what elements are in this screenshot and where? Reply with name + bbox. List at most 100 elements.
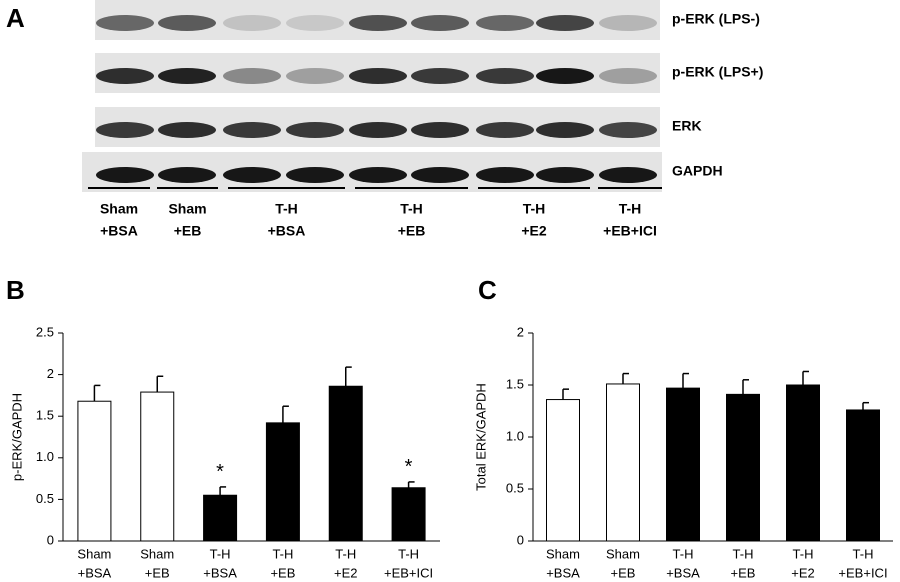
x-tick-label: T-H: [335, 546, 356, 561]
western-blot: p-ERK (LPS-) p-ERK (LPS+) ERK GAPDH Sham +BSA…: [82, 0, 763, 239]
blot-band: [223, 122, 281, 138]
blot-band: [96, 122, 154, 138]
blot-band: [411, 15, 469, 31]
bar: [77, 400, 112, 542]
x-tick-label: +EB: [270, 565, 295, 580]
y-tick-label: 2: [517, 324, 524, 339]
panel-label: A: [6, 3, 25, 33]
x-tick-label: +EB: [611, 565, 636, 580]
y-axis-label: p-ERK/GAPDH: [9, 393, 24, 481]
blot-band: [223, 167, 281, 183]
y-tick-label: 1.5: [36, 408, 54, 423]
blot-band: [223, 15, 281, 31]
x-tick-label: +BSA: [78, 565, 112, 580]
y-tick-label: 1.0: [506, 428, 524, 443]
blot-band: [96, 167, 154, 183]
blot-band: [286, 68, 344, 84]
group-label: +EB+ICI: [603, 223, 657, 239]
blot-band: [476, 68, 534, 84]
group-label: T-H: [400, 201, 423, 217]
x-tick-label: +BSA: [546, 565, 580, 580]
bar: [606, 383, 640, 542]
x-tick-label: +EB: [731, 565, 756, 580]
blot-band: [476, 167, 534, 183]
blot-band: [536, 122, 594, 138]
blot-band: [599, 68, 657, 84]
blot-band: [349, 15, 407, 31]
x-tick-label: T-H: [210, 546, 231, 561]
x-tick-label: T-H: [673, 546, 694, 561]
bar: [203, 494, 238, 542]
significance-mark: *: [216, 461, 224, 483]
row-label: p-ERK (LPS-): [672, 11, 760, 27]
group-label: T-H: [523, 201, 546, 217]
bar: [140, 391, 175, 542]
group-label: T-H: [275, 201, 298, 217]
blot-band: [599, 15, 657, 31]
x-tick-label: +EB+ICI: [838, 565, 887, 580]
blot-band: [411, 68, 469, 84]
y-tick-label: 0: [517, 532, 524, 547]
blot-band: [599, 122, 657, 138]
bar: [546, 399, 580, 542]
x-tick-label: T-H: [733, 546, 754, 561]
blot-band: [536, 68, 594, 84]
y-tick-label: 2.5: [36, 324, 54, 339]
blot-band: [286, 122, 344, 138]
blot-band: [411, 122, 469, 138]
blot-band: [158, 68, 216, 84]
x-tick-label: T-H: [793, 546, 814, 561]
y-tick-label: 0.5: [36, 491, 54, 506]
bar: [666, 387, 700, 542]
blot-band: [349, 167, 407, 183]
row-label: GAPDH: [672, 163, 723, 179]
panel-label: B: [6, 275, 25, 305]
blot-band: [286, 15, 344, 31]
bar: [265, 422, 300, 542]
blot-band: [536, 167, 594, 183]
x-tick-label: +EB+ICI: [384, 565, 433, 580]
blot-band: [476, 122, 534, 138]
panel-label: C: [478, 275, 497, 305]
group-label: T-H: [619, 201, 642, 217]
group-label: +EB: [398, 223, 426, 239]
group-label: +EB: [174, 223, 202, 239]
group-label: +BSA: [268, 223, 306, 239]
x-tick-label: +BSA: [203, 565, 237, 580]
x-tick-label: Sham: [140, 546, 174, 561]
significance-mark: *: [405, 456, 413, 478]
blot-band: [599, 167, 657, 183]
x-tick-label: Sham: [77, 546, 111, 561]
bar: [726, 393, 760, 542]
blot-band: [286, 167, 344, 183]
blot-band: [96, 15, 154, 31]
y-tick-label: 0: [47, 532, 54, 547]
blot-band: [223, 68, 281, 84]
bar: [846, 409, 880, 542]
x-tick-label: T-H: [272, 546, 293, 561]
x-tick-label: +E2: [334, 565, 358, 580]
group-label: +BSA: [100, 223, 138, 239]
row-label: ERK: [672, 118, 702, 134]
y-axis-label: Total ERK/GAPDH: [473, 383, 488, 491]
x-tick-label: +BSA: [666, 565, 700, 580]
blot-band: [349, 68, 407, 84]
bar: [328, 385, 363, 542]
blot-band: [158, 167, 216, 183]
blot-band: [411, 167, 469, 183]
blot-band: [158, 122, 216, 138]
y-tick-label: 1.0: [36, 449, 54, 464]
row-label: p-ERK (LPS+): [672, 64, 763, 80]
x-tick-label: Sham: [546, 546, 580, 561]
x-tick-label: T-H: [853, 546, 874, 561]
blot-band: [158, 15, 216, 31]
bar: [391, 487, 426, 542]
bar: [786, 384, 820, 542]
group-label: +E2: [521, 223, 547, 239]
x-tick-label: +EB: [145, 565, 170, 580]
blot-band: [476, 15, 534, 31]
x-tick-label: +E2: [791, 565, 815, 580]
y-tick-label: 0.5: [506, 480, 524, 495]
x-tick-label: T-H: [398, 546, 419, 561]
